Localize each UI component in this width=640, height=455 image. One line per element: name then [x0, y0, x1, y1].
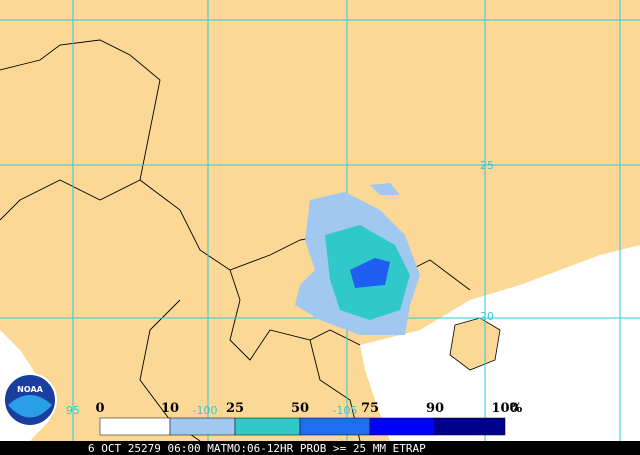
lat-label: 20 — [480, 310, 494, 323]
legend-unit: % — [510, 401, 523, 416]
lon-label: 95 — [66, 404, 80, 417]
grid — [0, 0, 640, 441]
legend-label: 90 — [426, 401, 444, 416]
logo-text: NOAA — [17, 385, 43, 394]
legend-label: 100 — [491, 401, 518, 416]
legend-label: 10 — [161, 401, 179, 416]
legend-bar — [99, 417, 506, 436]
precip — [295, 183, 420, 335]
legend-label: 0 — [95, 401, 104, 416]
sea — [360, 245, 640, 441]
caption: 6 OCT 25279 06:00 MATMO:06-12HR PROB >= … — [88, 442, 426, 455]
lon-label: -100 — [193, 404, 218, 417]
legend-label: 50 — [291, 401, 309, 416]
legend-label: 75 — [361, 401, 379, 416]
legend-label: 25 — [226, 401, 244, 416]
logo-wave — [8, 395, 52, 418]
lon-label: -105 — [333, 404, 358, 417]
caption-bar — [0, 441, 640, 455]
lat-label: 25 — [480, 159, 494, 172]
